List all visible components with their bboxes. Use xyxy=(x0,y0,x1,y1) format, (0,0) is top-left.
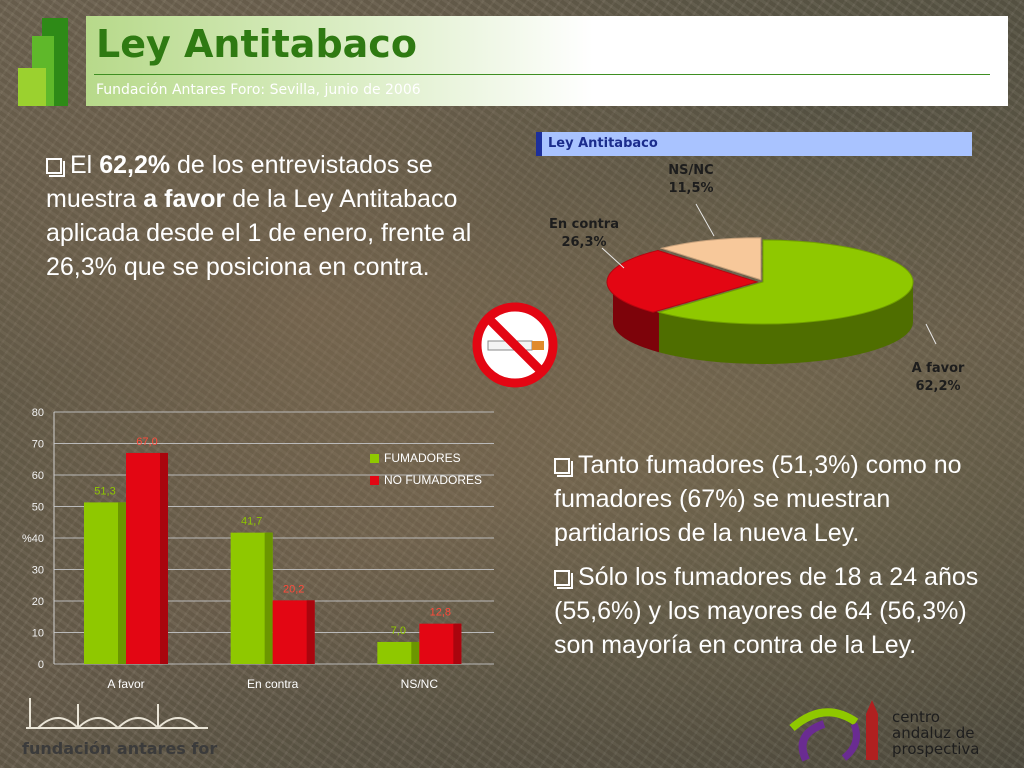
header-divider xyxy=(94,74,990,75)
bar-shade xyxy=(264,532,273,664)
pie-label-1: En contra xyxy=(549,217,619,232)
y-tick-label: 20 xyxy=(32,596,44,608)
pie-value-label-1: 26,3% xyxy=(561,235,606,250)
green-blocks-logo xyxy=(18,18,68,106)
bar-value-label: 67,0 xyxy=(136,436,157,448)
pie-chart-title: Ley Antitabaco xyxy=(548,136,658,151)
legend-swatch-0 xyxy=(370,454,379,463)
bar-value-label: 7,0 xyxy=(391,625,406,637)
bar-value-label: 20,2 xyxy=(283,583,304,595)
pie-slice-0 xyxy=(657,239,914,325)
highlight-percentage: 62,2% xyxy=(99,151,171,179)
pie-value-label-0: 62,2% xyxy=(915,379,960,394)
y-tick-label: 50 xyxy=(32,502,44,514)
foundation-logo-text: fundación antares foro xyxy=(22,739,218,758)
text-run: Tanto fumadores (51,3%) como no fumadore… xyxy=(554,451,962,547)
pie-leader-line-2 xyxy=(695,203,715,237)
pie-slice-1 xyxy=(606,249,759,313)
smokers-paragraph: Tanto fumadores (51,3%) como no fumadore… xyxy=(554,448,1004,550)
bar-value-label: 12,8 xyxy=(430,607,451,619)
centro-andaluz-prospectiva-logo: centro andaluz de prospectiva xyxy=(789,700,979,762)
text-run: de la Ley Antitabaco aplicada desde el 1… xyxy=(46,185,472,281)
pie-tops xyxy=(606,237,914,325)
y-tick-label: 10 xyxy=(32,628,44,640)
y-tick-label: 0 xyxy=(38,659,44,671)
text-run: Sólo los fumadores de 18 a 24 años (55,6… xyxy=(554,563,979,659)
no-smoking-icon xyxy=(472,302,558,388)
legend-label-0: FUMADORES xyxy=(384,451,461,465)
pie-leader-line-1 xyxy=(601,247,625,269)
summary-paragraph: El 62,2% de los entrevistados se muestra… xyxy=(46,148,476,284)
pie-slice-2 xyxy=(659,237,762,281)
pie-value-label-2: 11,5% xyxy=(668,181,713,196)
pie-chart-title-bar: Ley Antitabaco xyxy=(536,132,972,156)
y-tick-label: 70 xyxy=(32,439,44,451)
x-tick-label: NS/NC xyxy=(401,677,439,691)
checkbox-bullet-icon xyxy=(46,158,65,177)
y-axis-label: % xyxy=(22,533,32,545)
bar-0-2 xyxy=(377,641,420,664)
y-tick-label: 80 xyxy=(32,407,44,419)
y-tick-label: 30 xyxy=(32,565,44,577)
page-title: Ley Antitabaco xyxy=(96,22,417,66)
checkbox-bullet-icon xyxy=(554,458,573,477)
bar-shade xyxy=(306,600,315,664)
bar-shade xyxy=(453,623,462,664)
y-tick-label: 60 xyxy=(32,470,44,482)
legend-swatch-1 xyxy=(370,476,379,485)
age-groups-paragraph: Sólo los fumadores de 18 a 24 años (55,6… xyxy=(554,560,1004,662)
centro-logo-line3: prospectiva xyxy=(892,740,979,758)
x-tick-label: En contra xyxy=(247,677,299,691)
legend-label-1: NO FUMADORES xyxy=(384,473,482,487)
pie-leader-line-0 xyxy=(925,323,937,345)
x-tick-label: A favor xyxy=(107,677,144,691)
highlight-a-favor: a favor xyxy=(143,185,226,213)
text-run: El xyxy=(70,151,100,179)
pie-chart: A favor 62,2% En contra 26,3% NS/NC 11,5% xyxy=(549,163,965,394)
checkbox-bullet-icon xyxy=(554,570,573,589)
fundacion-antares-foro-logo: fundación antares foro xyxy=(22,698,218,758)
page-subtitle: Fundación Antares Foro: Sevilla, junio d… xyxy=(96,82,421,98)
bar-value-label: 41,7 xyxy=(241,516,262,528)
pie-label-0: A favor xyxy=(912,361,965,376)
title-accent xyxy=(536,132,542,156)
bar-shade xyxy=(118,502,126,664)
bar-chart: 0 10 20 30 40 50 60 70 80% 51,3 67,0 A favor 41,7 20,… xyxy=(22,407,494,691)
pie-label-2: NS/NC xyxy=(668,163,713,178)
centro-logo-line1: centro xyxy=(892,708,940,726)
header-panel: Ley Antitabaco Fundación Antares Foro: S… xyxy=(86,16,1008,106)
bar-shade xyxy=(411,641,420,664)
centro-logo-line2: andaluz de xyxy=(892,724,974,742)
pie-slice-side-0 xyxy=(658,282,913,364)
text-run: de los entrevistados se muestra xyxy=(46,151,433,213)
bar-shade xyxy=(160,452,168,664)
bar-value-label: 51,3 xyxy=(94,485,115,497)
y-tick-label: 40 xyxy=(32,533,44,545)
